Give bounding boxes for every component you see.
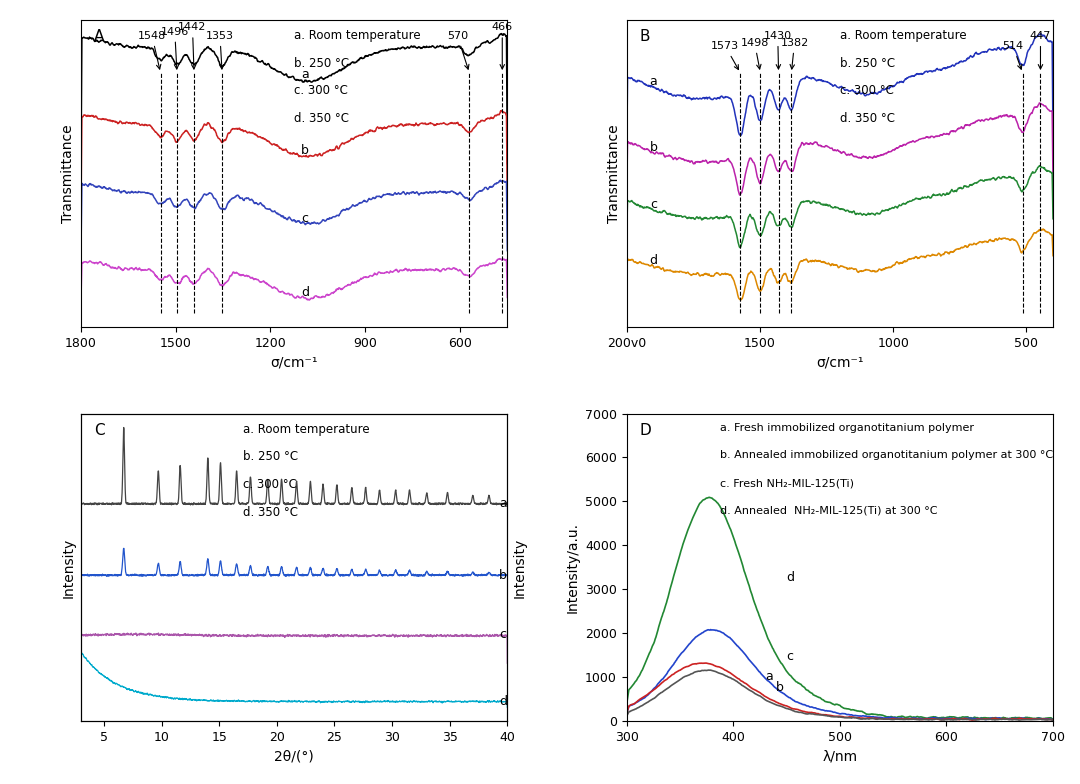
Text: c: c bbox=[301, 212, 309, 225]
Text: c. 300 °C: c. 300 °C bbox=[243, 478, 297, 491]
Text: b. Annealed immobilized organotitanium polymer at 300 °C: b. Annealed immobilized organotitanium p… bbox=[720, 451, 1054, 460]
Text: b: b bbox=[649, 141, 658, 154]
Text: C: C bbox=[94, 423, 105, 437]
Text: d: d bbox=[786, 571, 795, 583]
Text: a: a bbox=[499, 497, 507, 510]
Text: d: d bbox=[301, 285, 309, 299]
Text: a: a bbox=[301, 68, 309, 81]
Text: a. Room temperature: a. Room temperature bbox=[840, 29, 967, 42]
Text: b: b bbox=[775, 681, 784, 694]
Y-axis label: Intensity: Intensity bbox=[513, 537, 527, 597]
Text: c. 300 °C: c. 300 °C bbox=[294, 84, 348, 97]
X-axis label: λ/nm: λ/nm bbox=[822, 750, 858, 764]
Text: 1353: 1353 bbox=[206, 31, 234, 69]
Y-axis label: Intensity/a.u.: Intensity/a.u. bbox=[566, 522, 579, 613]
Text: B: B bbox=[639, 29, 650, 44]
Text: 1498: 1498 bbox=[741, 38, 769, 69]
Text: 1573: 1573 bbox=[712, 41, 740, 70]
Y-axis label: Transmittance: Transmittance bbox=[62, 124, 76, 223]
Text: d: d bbox=[649, 254, 658, 267]
X-axis label: 2θ/(°): 2θ/(°) bbox=[274, 750, 314, 764]
Text: D: D bbox=[639, 423, 651, 437]
Text: d. 350 °C: d. 350 °C bbox=[243, 506, 298, 519]
Text: b. 250 °C: b. 250 °C bbox=[840, 56, 895, 70]
Text: 1430: 1430 bbox=[764, 31, 792, 69]
Text: A: A bbox=[94, 29, 104, 44]
Text: 1442: 1442 bbox=[178, 22, 206, 69]
Text: d. 350 °C: d. 350 °C bbox=[840, 112, 895, 125]
Text: c. Fresh NH₂-MIL-125(Ti): c. Fresh NH₂-MIL-125(Ti) bbox=[720, 478, 854, 488]
Text: b. 250 °C: b. 250 °C bbox=[294, 56, 349, 70]
Text: 1548: 1548 bbox=[138, 31, 166, 69]
Text: c: c bbox=[650, 198, 657, 212]
Text: a: a bbox=[649, 75, 658, 88]
Text: 1496: 1496 bbox=[161, 27, 189, 69]
Text: b: b bbox=[499, 568, 508, 582]
Text: a. Room temperature: a. Room temperature bbox=[294, 29, 421, 42]
Text: 466: 466 bbox=[491, 22, 513, 69]
X-axis label: σ/cm⁻¹: σ/cm⁻¹ bbox=[816, 356, 864, 369]
Text: c: c bbox=[499, 628, 507, 641]
Text: c: c bbox=[786, 650, 794, 662]
Y-axis label: Transmittance: Transmittance bbox=[607, 124, 621, 223]
Text: a: a bbox=[766, 670, 773, 683]
Text: a. Room temperature: a. Room temperature bbox=[243, 423, 369, 436]
Text: 447: 447 bbox=[1030, 31, 1051, 69]
Text: 1382: 1382 bbox=[781, 38, 809, 69]
Text: d. Annealed  NH₂-MIL-125(Ti) at 300 °C: d. Annealed NH₂-MIL-125(Ti) at 300 °C bbox=[720, 506, 937, 516]
Text: d. 350 °C: d. 350 °C bbox=[294, 112, 349, 125]
Text: d: d bbox=[499, 695, 508, 708]
X-axis label: σ/cm⁻¹: σ/cm⁻¹ bbox=[270, 356, 318, 369]
Text: b: b bbox=[301, 144, 309, 158]
Text: a. Fresh immobilized organotitanium polymer: a. Fresh immobilized organotitanium poly… bbox=[720, 423, 974, 433]
Text: 514: 514 bbox=[1002, 41, 1024, 69]
Text: 570: 570 bbox=[447, 31, 469, 69]
Text: c. 300 °C: c. 300 °C bbox=[840, 84, 894, 97]
Text: b. 250 °C: b. 250 °C bbox=[243, 451, 298, 463]
Y-axis label: Intensity: Intensity bbox=[62, 537, 76, 597]
